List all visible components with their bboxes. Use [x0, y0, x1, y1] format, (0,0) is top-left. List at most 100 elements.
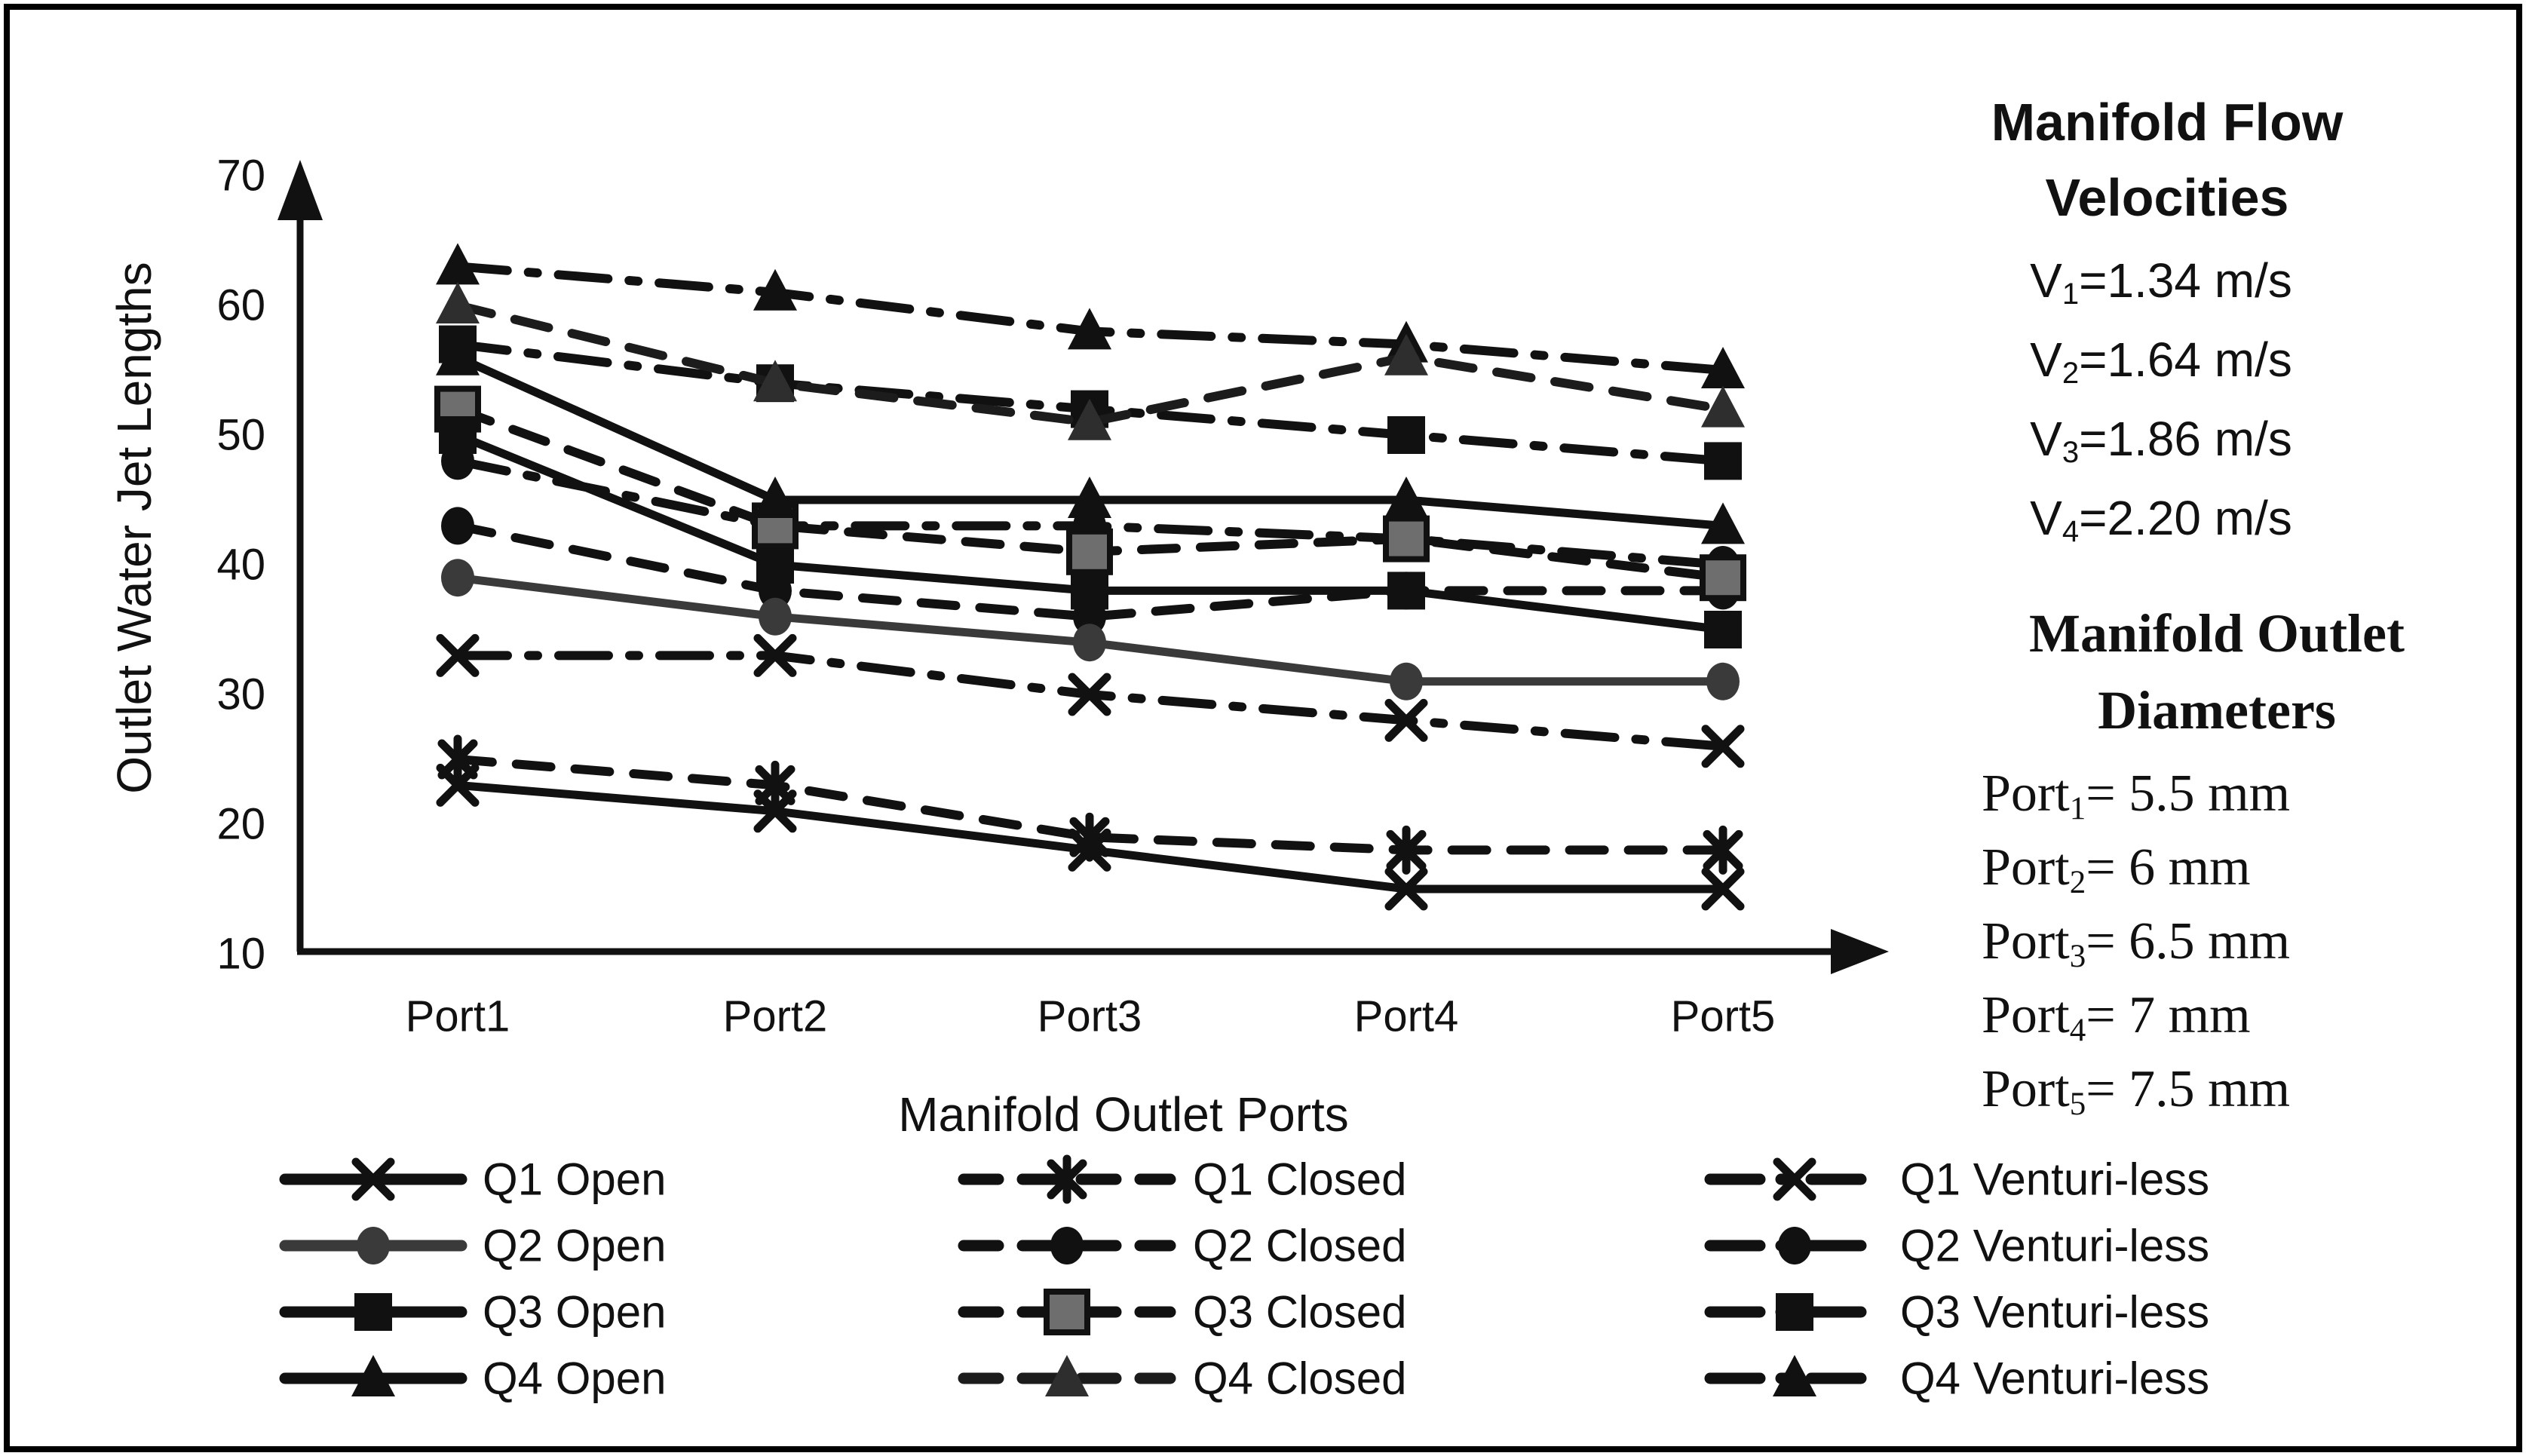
legend-item-q1-open: Q1 Open [279, 1154, 667, 1205]
square-marker [1776, 1293, 1813, 1331]
circle-marker [1706, 662, 1740, 700]
legend-item-q2-venturi-less: Q2 Venturi-less [1704, 1221, 2209, 1271]
square-marker [756, 546, 794, 584]
legend-label-q2-closed: Q2 Closed [1193, 1221, 1406, 1271]
triangle-marker [753, 477, 797, 518]
diameter-item-4: Port4= 7 mm [1982, 986, 2251, 1048]
diameter-item-5: Port5= 7.5 mm [1982, 1060, 2290, 1122]
circle-marker [441, 559, 474, 597]
velocity-item-3: V3=1.86 m/s [2030, 412, 2292, 469]
circle-marker [1778, 1227, 1811, 1264]
x-marker [1384, 867, 1428, 911]
x-marker [1068, 673, 1111, 716]
x-axis-title: Manifold Outlet Ports [898, 1087, 1349, 1142]
outlet-diameters-title-line-2: Diameters [2098, 680, 2336, 740]
x-tick-label-port5: Port5 [1671, 992, 1776, 1041]
square-marker [1387, 416, 1425, 454]
asterisk-marker [1386, 825, 1427, 875]
square-marker [1071, 572, 1108, 610]
circle-marker [357, 1227, 390, 1264]
series-q1-open [436, 763, 1745, 911]
x-marker [753, 633, 797, 677]
gray-square-marker [1383, 515, 1430, 562]
x-tick-label-port1: Port1 [406, 992, 510, 1041]
y-tick-label-70: 70 [216, 152, 265, 201]
x-tick-label-port4: Port4 [1354, 992, 1459, 1041]
triangle-marker [1773, 1355, 1816, 1396]
x-marker [1773, 1157, 1816, 1201]
circle-marker [759, 597, 792, 636]
triangle-marker [1701, 347, 1745, 388]
square-marker [1704, 442, 1742, 480]
axes: 70 60 50 40 30 20 10 Outlet Water Jet Lengths Po… [107, 152, 1889, 1142]
diameter-item-3: Port3= 6.5 mm [1982, 912, 2290, 974]
series-line-q1-closed [453, 755, 1727, 855]
legend-label-q3-open: Q3 Open [483, 1287, 667, 1338]
y-tick-label-30: 30 [216, 670, 265, 719]
y-tick-label-20: 20 [216, 800, 265, 849]
series-q4-open [436, 333, 1745, 544]
x-marker [1701, 867, 1745, 911]
triangle-marker [436, 243, 480, 285]
legend-item-q1-closed: Q1 Closed [958, 1154, 1406, 1205]
legend-label-q2-open: Q2 Open [483, 1221, 667, 1271]
gray-triangle-marker [1384, 333, 1428, 375]
series-q3-open [439, 416, 1742, 648]
velocity-item-1: V1=1.34 m/s [2030, 253, 2292, 311]
velocity-item-4: V4=2.20 m/s [2030, 491, 2292, 548]
gray-triangle-marker [753, 360, 797, 402]
y-tick-label-40: 40 [216, 541, 265, 590]
flow-velocities-title-line-2: Velocities [2046, 168, 2289, 227]
y-tick-label-60: 60 [216, 281, 265, 330]
triangle-marker [1384, 477, 1428, 518]
legend-item-q3-closed: Q3 Closed [958, 1287, 1406, 1338]
y-axis-arrowhead [277, 160, 323, 220]
triangle-marker [436, 333, 480, 375]
gray-triangle-marker [1701, 385, 1745, 428]
legend-item-q3-open: Q3 Open [279, 1287, 667, 1338]
triangle-marker [1068, 477, 1111, 518]
legend-item-q2-closed: Q2 Closed [958, 1221, 1406, 1271]
gray-square-marker [1066, 528, 1113, 575]
x-marker [1701, 725, 1745, 768]
velocity-item-2: V2=1.64 m/s [2030, 333, 2292, 390]
gray-square-marker [1700, 554, 1746, 602]
figure-border [4, 4, 2522, 1452]
series-q4-venturi-less [436, 243, 1745, 388]
x-marker [1068, 828, 1111, 872]
legend-label-q1-venturi-less: Q1 Venturi-less [1900, 1154, 2209, 1205]
legend-label-q3-venturi-less: Q3 Venturi-less [1900, 1287, 2209, 1338]
triangle-marker [351, 1355, 395, 1396]
diameter-item-1: Port1= 5.5 mm [1982, 765, 2290, 826]
gray-triangle-marker [1045, 1355, 1089, 1396]
outlet-diameters-title-line-1: Manifold Outlet [2029, 603, 2405, 664]
gray-square-marker [1044, 1289, 1090, 1335]
x-tick-label-port3: Port3 [1038, 992, 1142, 1041]
legend-label-q1-open: Q1 Open [483, 1154, 667, 1205]
legend-label-q4-venturi-less: Q4 Venturi-less [1900, 1353, 2209, 1404]
square-marker [1704, 611, 1742, 648]
legend-item-q1-venturi-less: Q1 Venturi-less [1704, 1154, 2209, 1205]
flow-velocities-title-line-1: Manifold Flow [1991, 93, 2344, 152]
legend-label-q3-closed: Q3 Closed [1193, 1287, 1406, 1338]
legend-item-q3-venturi-less: Q3 Venturi-less [1704, 1287, 2209, 1338]
asterisk-marker [1047, 1154, 1087, 1204]
diameter-item-2: Port2= 6 mm [1982, 838, 2251, 900]
series-q2-open [441, 559, 1740, 700]
legend-label-q1-closed: Q1 Closed [1193, 1154, 1406, 1205]
gray-triangle-marker [436, 282, 480, 323]
legend-label-q4-closed: Q4 Closed [1193, 1353, 1406, 1404]
series-line-q2-closed [453, 521, 1727, 621]
x-marker [1384, 698, 1428, 742]
series-q1-venturi-less [436, 633, 1745, 768]
circle-marker [441, 507, 474, 545]
square-marker [1387, 572, 1425, 610]
circle-marker [1073, 624, 1106, 662]
x-marker [436, 763, 480, 807]
circle-marker [1050, 1227, 1084, 1264]
square-marker [354, 1293, 392, 1331]
y-tick-label-10: 10 [216, 930, 265, 979]
y-axis-title: Outlet Water Jet Lengths [107, 262, 161, 794]
